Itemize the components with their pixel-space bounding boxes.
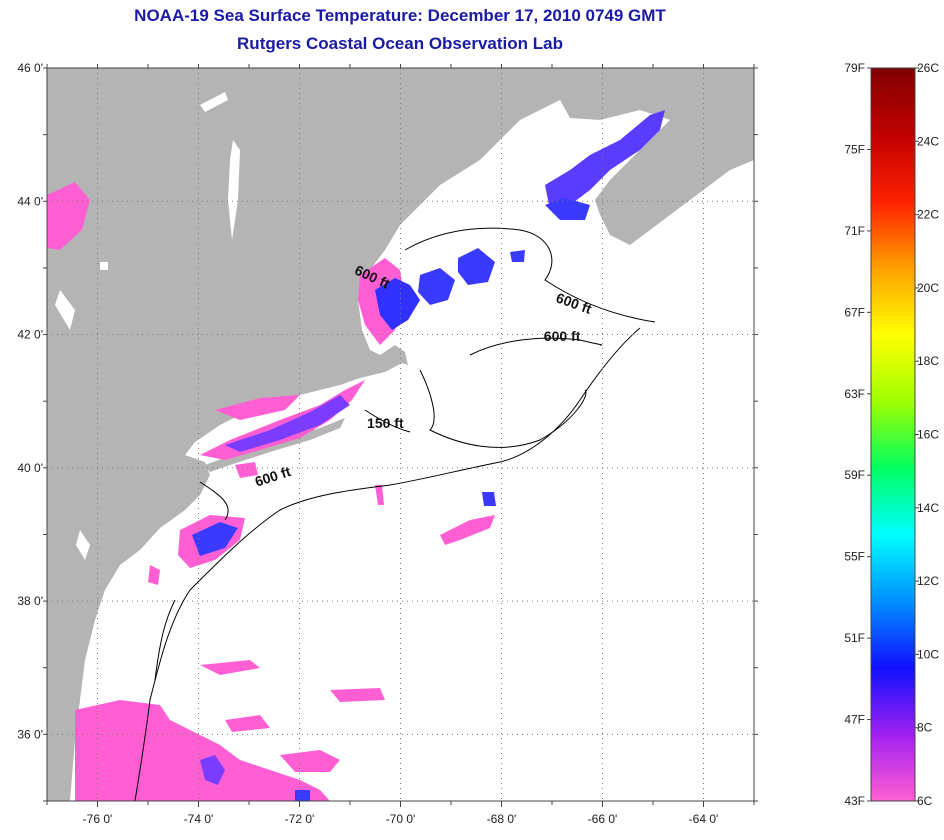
contour-600ft-shelf (134, 327, 641, 801)
lon-tick-label: -68 0' (487, 812, 517, 826)
colorbar-label-c: 22C (917, 208, 939, 222)
sst-patch (545, 198, 590, 220)
contour-label: 150 ft (367, 415, 404, 431)
sst-patch (482, 492, 496, 506)
lon-tick-label: -64 0' (689, 812, 719, 826)
sst-patch (458, 248, 495, 285)
colorbar-label-c: 24C (917, 134, 939, 148)
cape-cod-land (380, 345, 408, 365)
lat-lon-grid (47, 67, 754, 801)
sst-patch (148, 565, 160, 585)
contour-label: 600 ft (544, 328, 581, 344)
us-mainland-land (47, 68, 560, 801)
contour-600ft-georges (469, 337, 603, 356)
sst-patch (47, 182, 90, 250)
colorbar-label-f: 59F (844, 468, 865, 482)
lon-tick-label: -72 0' (285, 812, 315, 826)
colorbar-label-f: 47F (844, 713, 865, 727)
colorbar-label-f: 75F (844, 142, 865, 156)
colorbar-label-f: 55F (844, 550, 865, 564)
sst-patch (280, 750, 340, 772)
sst-patch (440, 515, 495, 545)
colorbar-label-f: 63F (844, 387, 865, 401)
colorbar-label-c: 18C (917, 354, 939, 368)
colorbar-label-c: 26C (917, 61, 939, 75)
chesapeake-bay (92, 590, 115, 720)
lake-shape (76, 530, 90, 560)
colorbar-label-c: 8C (917, 721, 933, 735)
lat-tick-label: 36 0' (17, 727, 43, 741)
colorbar-label-c: 14C (917, 501, 939, 515)
depth-contours (134, 227, 656, 801)
lat-tick-label: 44 0' (17, 194, 43, 208)
colorbar-label-c: 6C (917, 794, 933, 808)
colorbar-label-c: 20C (917, 281, 939, 295)
contour-150ft (419, 369, 587, 448)
colorbar-gradient (870, 67, 916, 802)
lake-shape (100, 262, 108, 270)
contour-600ft-north (404, 227, 656, 323)
colorbar-label-f: 43F (844, 794, 865, 808)
sst-patch (215, 395, 300, 420)
contour-150ft-inner (154, 409, 411, 681)
sst-patch (295, 790, 310, 801)
map-axes: -76 0' -74 0' -72 0' -70 0' -68 0' -66 0' -64 … (17, 61, 758, 826)
colorbar-label-c: 16C (917, 428, 939, 442)
colorbar-label-c: 12C (917, 574, 939, 588)
map-title: NOAA-19 Sea Surface Temperature: Decembe… (134, 6, 666, 25)
lake-shape (55, 290, 75, 330)
lat-tick-label: 38 0' (17, 594, 43, 608)
lon-tick-label: -66 0' (588, 812, 618, 826)
colorbar-celsius-labels: 26C 24C 22C 20C 18C 16C 14C 12C 10C 8C 6C (915, 61, 939, 808)
sst-patch (200, 755, 225, 785)
lake-shape (200, 92, 228, 112)
colorbar-label-f: 51F (844, 631, 865, 645)
lon-tick-label: -74 0' (184, 812, 214, 826)
colorbar-label-f: 79F (844, 61, 865, 75)
sst-patch (418, 268, 455, 305)
sst-patch (375, 278, 420, 330)
lat-tick-label: 46 0' (17, 61, 43, 75)
sst-patch (192, 522, 238, 556)
lon-tick-label: -76 0' (83, 812, 113, 826)
sst-patch (330, 688, 385, 702)
sst-patch (545, 110, 665, 210)
colorbar-label-f: 71F (844, 224, 865, 238)
colorbar-fahrenheit-labels: 79F 75F 71F 67F 63F 59F 55F 51F 47F 43F (844, 61, 871, 808)
colorbar-label-f: 67F (844, 305, 865, 319)
sst-patch (235, 462, 258, 478)
sst-patch (225, 395, 350, 452)
sst-patch (200, 660, 260, 675)
colorbar-label-c: 10C (917, 647, 939, 661)
nova-scotia-land (560, 68, 754, 245)
lon-tick-label: -70 0' (386, 812, 416, 826)
sst-patch (225, 715, 270, 732)
lake-shape (228, 140, 240, 240)
sst-patch (375, 485, 384, 505)
map-subtitle: Rutgers Coastal Ocean Observation Lab (237, 34, 563, 53)
lat-tick-label: 40 0' (17, 461, 43, 475)
sst-patch (510, 250, 525, 262)
lat-tick-label: 42 0' (17, 328, 43, 342)
temperature-colorbar: 79F 75F 71F 67F 63F 59F 55F 51F 47F 43F 26C 24C 22C… (844, 61, 939, 808)
